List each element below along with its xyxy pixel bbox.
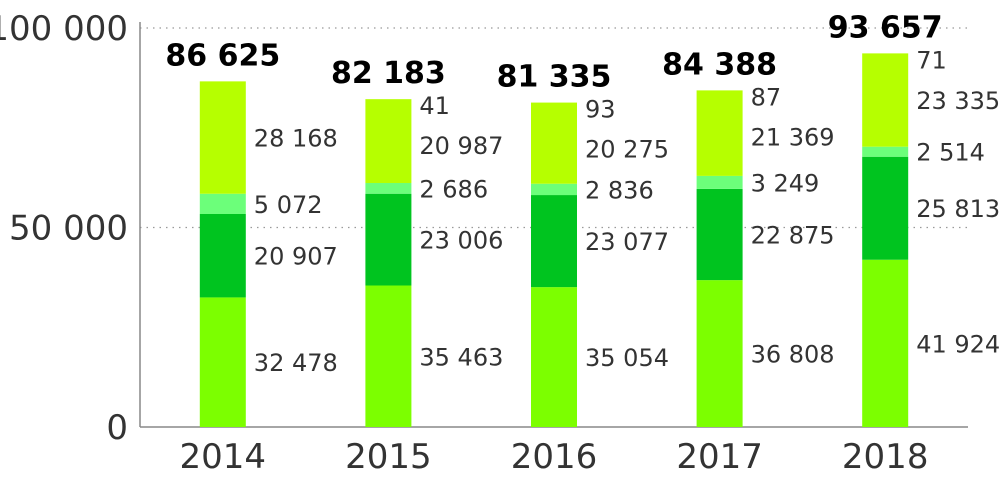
segment-value-label: 20 907	[254, 243, 338, 271]
segment-value-label: 25 813	[916, 195, 1000, 223]
segment-value-label: 22 875	[751, 222, 835, 250]
y-tick-label: 100 000	[0, 9, 128, 49]
bar-segment	[199, 193, 246, 214]
x-tick-label: 2017	[676, 437, 763, 477]
total-value-label: 82 183	[331, 56, 446, 91]
segment-value-label: 23 006	[419, 227, 503, 255]
bar-segment	[696, 90, 743, 176]
bar-segment	[365, 193, 412, 286]
segment-value-label: 20 987	[419, 132, 503, 160]
axes: 0 50 000 100 000 2014 2015 2016 2017 2018	[0, 9, 968, 477]
total-value-label: 84 388	[662, 47, 777, 82]
bar-segment	[862, 259, 909, 427]
data-labels: 32 478 20 907 5 072 28 168 86 625 35 463 23 00…	[165, 10, 1000, 377]
segment-value-label: 2 514	[916, 139, 985, 167]
segment-value-label: 2 836	[585, 176, 654, 204]
total-value-label: 81 335	[497, 59, 612, 94]
y-tick-label: 50 000	[9, 209, 128, 249]
segment-value-label: 3 249	[751, 169, 820, 197]
bar-segment	[862, 146, 909, 157]
segment-value-label: 87	[751, 83, 782, 111]
gridlines	[140, 27, 968, 229]
segment-value-label: 93	[585, 95, 616, 123]
bar-segment	[862, 53, 909, 147]
segment-value-label: 71	[916, 46, 947, 74]
bar-segment	[365, 182, 412, 194]
segment-value-label: 41 924	[916, 330, 1000, 358]
total-value-label: 93 657	[828, 10, 943, 45]
bar-segment	[531, 195, 577, 288]
segment-value-label: 41	[419, 92, 450, 120]
segment-value-label: 23 077	[585, 228, 669, 256]
x-tick-label: 2014	[180, 437, 267, 477]
total-value-label: 86 625	[165, 38, 280, 73]
segment-value-label: 23 335	[916, 87, 1000, 115]
bar-segment	[531, 287, 577, 427]
x-tick-label: 2015	[345, 437, 432, 477]
bar-segment	[365, 99, 412, 183]
bar-segment	[862, 156, 909, 260]
segment-value-label: 5 072	[254, 191, 323, 219]
segment-value-label: 36 808	[751, 341, 835, 369]
segment-value-label: 28 168	[254, 125, 338, 153]
segment-value-label: 35 463	[419, 343, 503, 371]
bar-segment	[696, 188, 743, 281]
bars	[199, 53, 909, 427]
bar-segment	[199, 81, 246, 194]
segment-value-label: 35 054	[585, 344, 669, 372]
segment-value-label: 21 369	[751, 123, 835, 151]
segment-value-label: 20 275	[585, 135, 669, 163]
bar-segment	[531, 102, 577, 184]
bar-segment	[696, 175, 743, 189]
bar-segment	[531, 183, 577, 196]
bar-segment	[199, 213, 246, 298]
x-tick-label: 2016	[511, 437, 598, 477]
bar-segment	[199, 297, 246, 427]
y-tick-label: 0	[106, 408, 128, 448]
bar-segment	[365, 285, 412, 427]
x-tick-label: 2018	[842, 437, 929, 477]
segment-value-label: 32 478	[254, 349, 338, 377]
segment-value-label: 2 686	[419, 175, 488, 203]
bar-segment	[696, 280, 743, 427]
